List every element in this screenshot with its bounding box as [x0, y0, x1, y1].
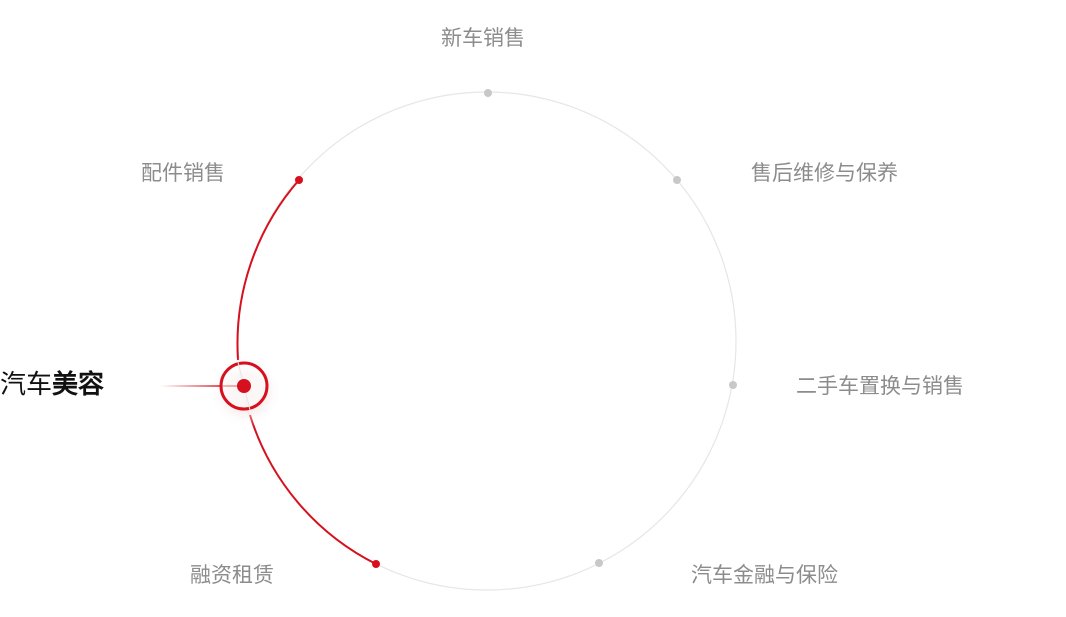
label-new-car-sales[interactable]: 新车销售 [441, 26, 525, 50]
active-node-dot[interactable] [237, 379, 251, 393]
active-arc-top [236, 179, 300, 361]
node-dot-2[interactable] [729, 381, 737, 389]
node-dot-4[interactable] [372, 560, 380, 568]
active-label-normal: 汽车 [0, 370, 53, 400]
label-leasing[interactable]: 融资租赁 [190, 563, 274, 587]
node-dot-0[interactable] [484, 89, 492, 97]
label-used-car[interactable]: 二手车置换与销售 [796, 374, 964, 398]
active-pointer-line [160, 385, 244, 387]
label-car-beauty-active[interactable]: 汽车美容 [0, 372, 104, 398]
node-dot-3[interactable] [595, 559, 603, 567]
label-parts-sales[interactable]: 配件销售 [141, 161, 225, 185]
node-dot-1[interactable] [673, 176, 681, 184]
label-after-sales[interactable]: 售后维修与保养 [751, 161, 898, 185]
active-arc-bottom [249, 414, 377, 565]
orbit-circle [237, 91, 737, 591]
node-dot-6[interactable] [295, 176, 303, 184]
active-label-bold: 美容 [52, 370, 105, 400]
label-finance-insurance[interactable]: 汽车金融与保险 [691, 563, 838, 587]
